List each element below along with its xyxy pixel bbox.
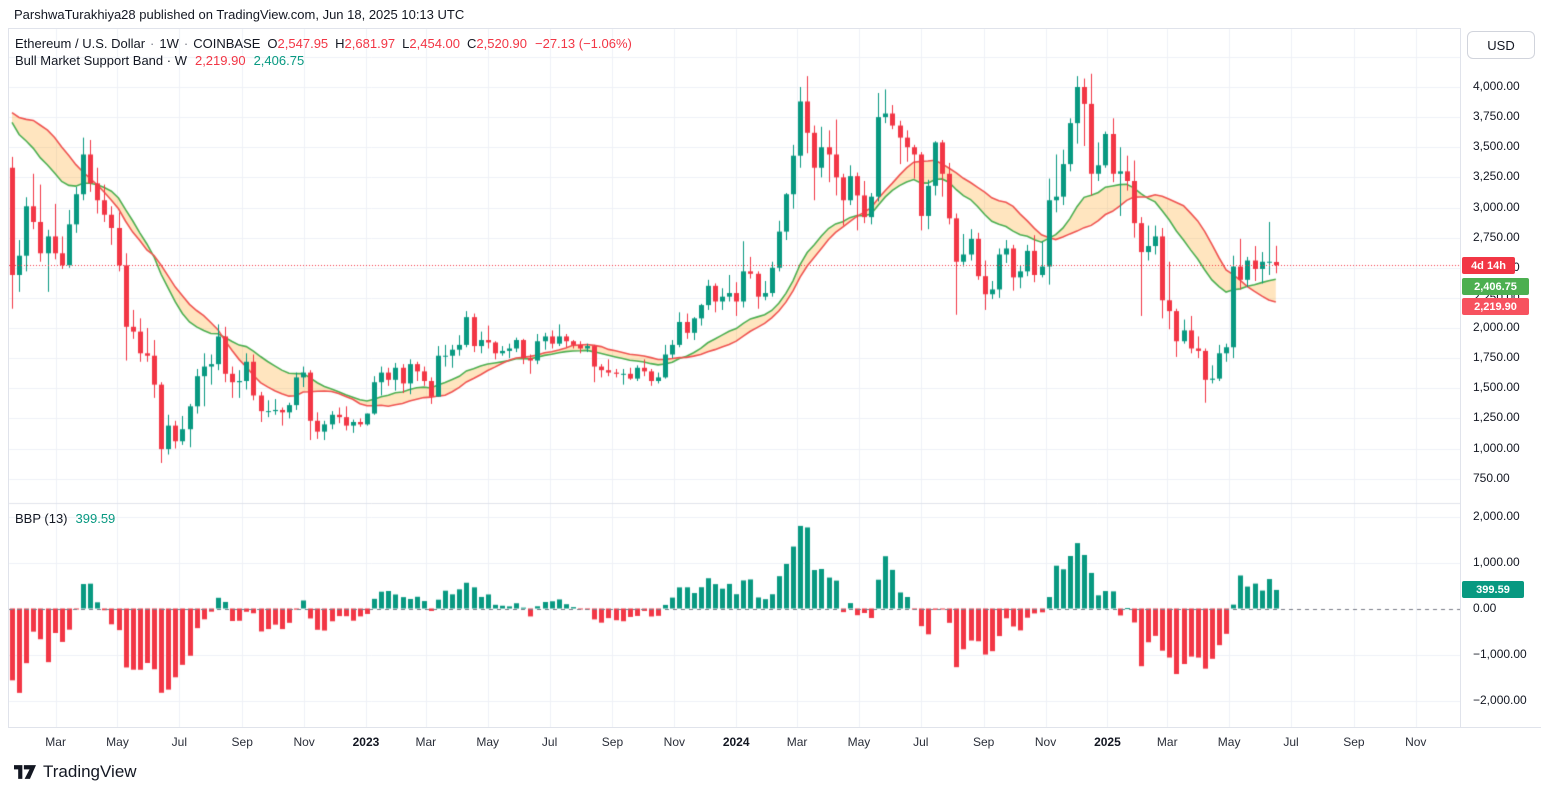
price-tick-label: 750.00 <box>1473 470 1510 485</box>
price-tick-label: 3,250.00 <box>1473 169 1520 184</box>
time-tick-label: Nov <box>293 735 315 749</box>
time-tick-label: Jul <box>171 735 188 749</box>
time-tick-label: 2025 <box>1094 735 1121 749</box>
exchange-label: COINBASE <box>193 36 261 51</box>
time-tick-label: 2024 <box>722 735 750 749</box>
time-tick-label: Jul <box>541 735 558 749</box>
bbp-badge: 399.59 <box>1462 581 1524 598</box>
price-tick-label: 1,000.00 <box>1473 440 1520 455</box>
price-tick-label: 3,500.00 <box>1473 139 1520 154</box>
open-label: O <box>267 36 278 51</box>
brand-name: TradingView <box>43 762 137 781</box>
open-value: 2,547.95 <box>277 36 329 51</box>
price-tick-label: 2,000.00 <box>1473 508 1520 523</box>
legend: Ethereum / U.S. Dollar · 1W · COINBASE O2,547… <box>15 35 632 69</box>
time-tick-label: May <box>106 735 129 749</box>
band-upper-value: 2,406.75 <box>253 53 305 68</box>
currency-button[interactable]: USD <box>1467 31 1535 59</box>
time-tick-label: Mar <box>45 735 66 749</box>
band-upper-badge: 2,406.75 <box>1462 278 1529 295</box>
price-tick-label: 3,750.00 <box>1473 109 1520 124</box>
dot-separator: · <box>150 36 155 51</box>
high-value: 2,681.97 <box>344 36 396 51</box>
ohlc-values: O2,547.95 H2,681.97 L2,454.00 C2,520.90 −27.… <box>260 36 631 51</box>
price-tick-label: 1,000.00 <box>1473 554 1520 569</box>
bbp-value: 399.59 <box>75 511 116 526</box>
price-tick-label: −2,000.00 <box>1473 692 1527 707</box>
price-tick-label: 3,000.00 <box>1473 199 1520 214</box>
price-tick-label: 4,000.00 <box>1473 79 1520 93</box>
legend-band-row[interactable]: Bull Market Support Band · W 2,219.90 2,40… <box>15 52 632 69</box>
time-tick-label: Jul <box>913 735 929 749</box>
footer-brand[interactable]: TradingView <box>14 760 137 784</box>
bbp-label: BBP (13) <box>15 511 68 526</box>
publish-info: ParshwaTurakhiya28 published on TradingV… <box>14 7 465 22</box>
time-tick-label: Nov <box>1405 735 1427 749</box>
legend-symbol-row[interactable]: Ethereum / U.S. Dollar · 1W · COINBASE O2,547… <box>15 35 632 52</box>
high-label: H <box>335 36 345 51</box>
tradingview-logo-icon <box>14 765 36 779</box>
price-tick-label: 2,750.00 <box>1473 229 1520 244</box>
time-tick-label: May <box>847 735 871 749</box>
time-tick-label: Sep <box>972 735 995 749</box>
time-tick-label: Nov <box>1034 735 1057 749</box>
price-tick-label: 1,750.00 <box>1473 350 1520 365</box>
price-tick-label: 1,250.00 <box>1473 410 1520 425</box>
price-tick-label: 1,500.00 <box>1473 380 1520 395</box>
countdown-badge: 4d 14h <box>1462 257 1515 274</box>
time-tick-label: Jul <box>1283 735 1299 749</box>
time-tick-label: Sep <box>231 735 253 749</box>
time-axis[interactable]: Mar May Jul Sep Nov 2023 Mar May Jul Sep Nov 2024 Ma… <box>8 727 1541 755</box>
low-label: L <box>402 36 410 51</box>
time-tick-label: Sep <box>601 735 624 749</box>
time-tick-label: Mar <box>415 735 437 749</box>
close-label: C <box>467 36 477 51</box>
time-tick-label: Mar <box>786 735 808 749</box>
time-tick-label: May <box>476 735 500 749</box>
price-tick-label: 0.00 <box>1473 600 1497 615</box>
low-value: 2,454.00 <box>409 36 460 51</box>
price-scale[interactable] <box>1460 28 1541 727</box>
change-value: −27.13 (−1.06%) <box>535 36 632 51</box>
price-tick-label: −1,000.00 <box>1473 646 1527 661</box>
bbp-legend-row[interactable]: BBP (13) 399.59 <box>15 511 115 526</box>
time-tick-label: May <box>1217 735 1241 749</box>
price-tick-label: 2,000.00 <box>1473 320 1520 334</box>
time-tick-label: Sep <box>1343 735 1365 749</box>
time-tick-label: Nov <box>663 735 685 749</box>
band-title: Bull Market Support Band · W <box>15 53 187 68</box>
symbol-title: Ethereum / U.S. Dollar <box>15 36 146 51</box>
time-tick-label: Mar <box>1156 735 1178 749</box>
chart-canvas[interactable] <box>8 28 1460 727</box>
dot-separator: · <box>183 36 189 51</box>
time-tick-label: 2023 <box>352 735 380 749</box>
band-lower-value: 2,219.90 <box>194 53 246 68</box>
close-value: 2,520.90 <box>476 36 527 51</box>
interval-label: 1W <box>159 36 179 51</box>
band-lower-badge: 2,219.90 <box>1462 298 1529 315</box>
